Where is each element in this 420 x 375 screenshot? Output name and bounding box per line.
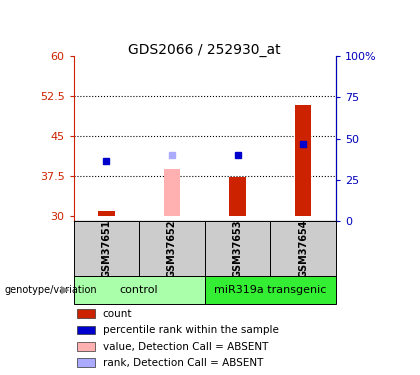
Bar	[205, 276, 336, 304]
Bar	[77, 358, 94, 367]
Bar	[77, 326, 94, 334]
Text: GSM37654: GSM37654	[298, 219, 308, 278]
Bar	[229, 177, 246, 216]
Text: GSM37653: GSM37653	[233, 219, 243, 278]
Text: percentile rank within the sample: percentile rank within the sample	[103, 325, 279, 335]
Text: ▶: ▶	[61, 285, 69, 295]
Text: rank, Detection Call = ABSENT: rank, Detection Call = ABSENT	[103, 358, 263, 368]
Bar	[98, 211, 115, 216]
Text: genotype/variation: genotype/variation	[4, 285, 97, 295]
Text: miR319a transgenic: miR319a transgenic	[214, 285, 327, 295]
Bar	[139, 221, 205, 276]
Text: value, Detection Call = ABSENT: value, Detection Call = ABSENT	[103, 342, 268, 352]
Bar	[77, 342, 94, 351]
Bar	[205, 221, 270, 276]
Text: control: control	[120, 285, 158, 295]
Bar	[295, 105, 311, 216]
Bar	[74, 276, 205, 304]
Text: GSM37651: GSM37651	[101, 219, 111, 278]
Bar	[270, 221, 336, 276]
Text: count: count	[103, 309, 132, 319]
Bar	[164, 169, 180, 216]
Text: GSM37652: GSM37652	[167, 219, 177, 278]
Bar	[74, 221, 139, 276]
Bar	[77, 309, 94, 318]
Text: GDS2066 / 252930_at: GDS2066 / 252930_at	[129, 43, 281, 57]
